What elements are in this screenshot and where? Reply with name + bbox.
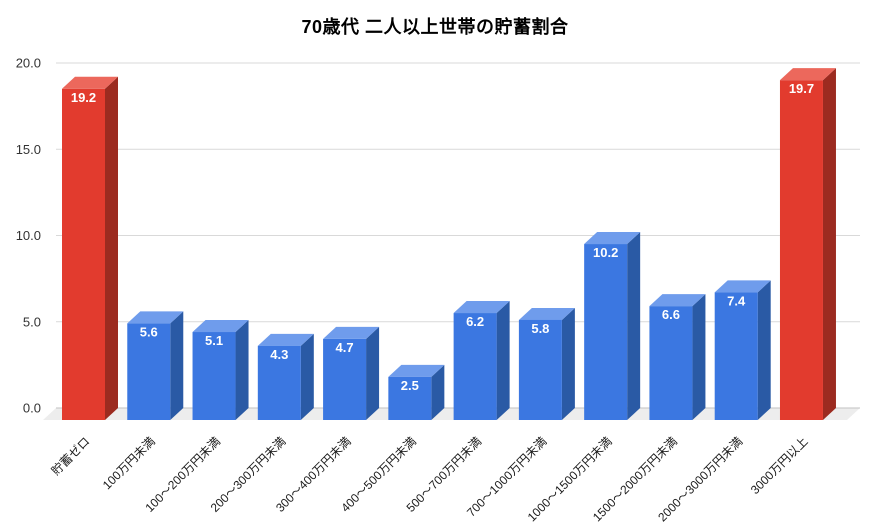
bar-side-face (105, 76, 118, 421)
bar-5 (388, 364, 445, 420)
bar-10 (714, 280, 771, 420)
bar-top-face (388, 364, 445, 377)
bar-top-face (323, 326, 380, 339)
chart-title: 70歳代 二人以上世帯の貯蓄割合 (301, 17, 569, 37)
bar-front-face (779, 80, 823, 421)
bar-front-face (649, 306, 693, 420)
bar-value-label: 4.7 (336, 340, 354, 355)
bar-7 (518, 307, 575, 420)
bar-side-face (757, 280, 771, 420)
bar-3 (257, 333, 314, 420)
bar-front-face (323, 338, 367, 420)
y-axis-label: 15.0 (16, 142, 41, 157)
bar-value-label: 19.7 (789, 81, 814, 96)
bar-side-face (366, 326, 380, 420)
bar-side-face (822, 68, 836, 421)
bar-top-face (192, 320, 249, 333)
y-axis-label: 20.0 (16, 56, 41, 71)
bar-side-face (431, 364, 445, 420)
y-axis-label: 10.0 (16, 228, 41, 243)
bar-value-label: 5.6 (140, 324, 158, 339)
bar-front-face (127, 323, 171, 420)
bar-front-face (518, 319, 562, 420)
bar-value-label: 10.2 (593, 245, 618, 260)
bar-front-face (453, 313, 497, 420)
x-axis-label: 100万円未満 (100, 434, 158, 492)
x-axis-label: 貯蓄ゼロ (49, 434, 93, 478)
bar-value-label: 19.2 (71, 90, 96, 105)
y-axis-label: 0.0 (23, 401, 41, 416)
bar-front-face (62, 88, 105, 421)
bar-front-face (714, 292, 758, 420)
bar-top-face (453, 301, 510, 314)
bar-9 (649, 294, 706, 420)
bar-front-face (388, 376, 432, 420)
bar-top-face (779, 68, 836, 81)
bar-11 (779, 68, 836, 421)
bar-8 (584, 232, 641, 420)
bar-4 (323, 326, 380, 420)
bar-side-face (300, 333, 314, 420)
y-axis-label: 5.0 (23, 314, 41, 329)
bar-side-face (561, 307, 575, 420)
bar-top-face (257, 333, 314, 346)
bar-value-label: 2.5 (401, 378, 419, 393)
bar-side-face (692, 294, 706, 420)
bar-value-label: 6.2 (466, 314, 484, 329)
bar-value-label: 5.8 (531, 321, 549, 336)
bar-value-label: 7.4 (727, 293, 746, 308)
bar-side-face (627, 232, 641, 420)
bar-top-face (649, 294, 706, 307)
x-axis-label: 3000万円以上 (748, 434, 811, 497)
bar-side-face (235, 320, 249, 420)
bar-value-label: 6.6 (662, 307, 680, 322)
bar-2 (192, 320, 249, 420)
bar-top-face (584, 232, 641, 245)
bar-value-label: 5.1 (205, 333, 223, 348)
bar-top-face (127, 311, 184, 324)
bar-value-label: 4.3 (270, 347, 288, 362)
bar-6 (453, 301, 510, 420)
bar-0 (62, 76, 118, 421)
bar-top-face (518, 307, 575, 320)
bar-side-face (496, 301, 510, 420)
bar-front-face (584, 244, 628, 420)
bar-side-face (170, 311, 184, 420)
bar-top-face (714, 280, 771, 293)
bar-top-face (62, 76, 118, 89)
bar-front-face (257, 345, 301, 420)
bar-1 (127, 311, 184, 420)
bar-front-face (192, 332, 236, 420)
